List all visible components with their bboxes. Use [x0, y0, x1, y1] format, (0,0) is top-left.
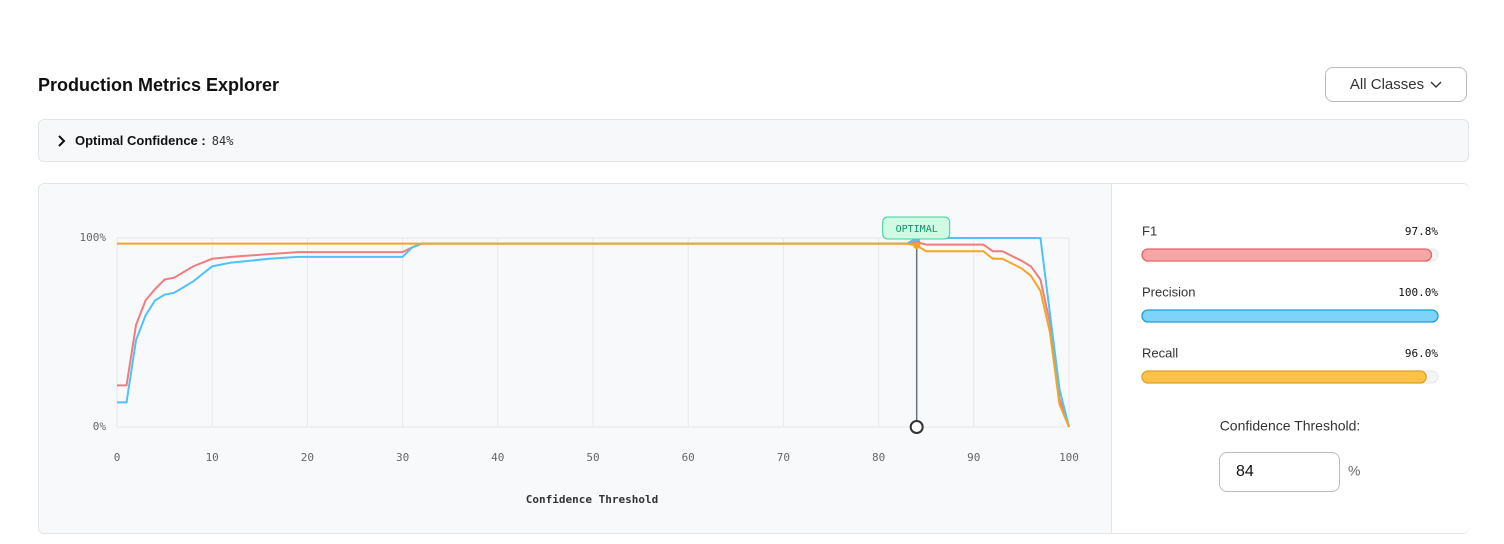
x-tick-label: 100	[1059, 451, 1079, 464]
optimal-point	[913, 242, 921, 250]
summary-accordion[interactable]: Optimal Confidence : 84%	[38, 119, 1469, 162]
optimal-base	[909, 420, 924, 434]
metric-name: Precision	[1142, 284, 1195, 299]
metric-value: 96.0%	[1405, 347, 1438, 360]
metric-value: 100.0%	[1398, 286, 1438, 299]
x-tick-label: 50	[586, 451, 599, 464]
x-tick-label: 90	[967, 451, 980, 464]
x-tick-label: 0	[114, 451, 121, 464]
chevron-icon	[1430, 81, 1442, 88]
series-line	[117, 237, 1070, 428]
x-tick-label: 70	[777, 451, 790, 464]
x-tick-label: 10	[206, 451, 219, 464]
series-line	[117, 242, 1070, 428]
metric-value: 97.8%	[1405, 225, 1438, 238]
y-tick-label: 0%	[93, 420, 107, 433]
metric-bar	[1141, 309, 1439, 323]
metric-name: F1	[1142, 223, 1157, 238]
x-tick-label: 20	[301, 451, 314, 464]
metric-bar	[1141, 370, 1427, 384]
optimal-label: OPTIMAL	[896, 224, 938, 235]
expand-icon	[58, 134, 66, 147]
x-tick-label: 40	[491, 451, 504, 464]
threshold-input[interactable]: 84	[1219, 452, 1340, 492]
dropdown-label: All Classes	[1349, 76, 1425, 93]
x-tick-label: 80	[872, 451, 885, 464]
x-axis-label: Confidence Threshold	[526, 493, 658, 506]
summary-value: 84%	[211, 133, 234, 148]
threshold-unit: %	[1348, 463, 1360, 479]
optimal-badge	[882, 216, 951, 240]
summary-label: Optimal Confidence :	[75, 133, 206, 148]
metric-name: Recall	[1142, 345, 1178, 360]
x-tick-label: 30	[396, 451, 409, 464]
metric-bar	[1141, 248, 1433, 262]
threshold-label: Confidence Threshold:	[1220, 418, 1361, 434]
y-tick-label: 100%	[80, 231, 107, 244]
class-dropdown[interactable]: All Classes	[1325, 67, 1467, 102]
x-tick-label: 60	[682, 451, 695, 464]
page-title: Production Metrics Explorer	[38, 75, 280, 95]
